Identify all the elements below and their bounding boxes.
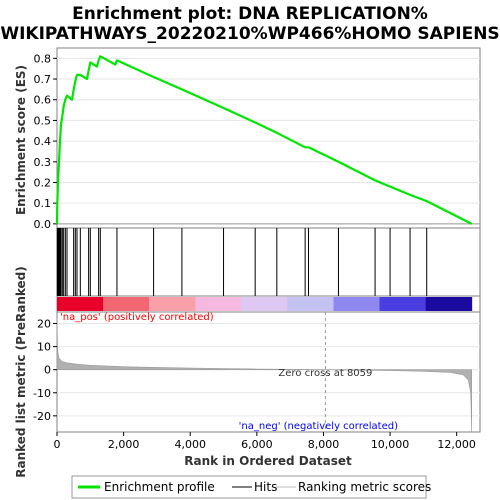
- hits-panel: [56, 227, 481, 297]
- x-tick-label: 6,000: [241, 438, 273, 451]
- metric-tick-label: -10: [33, 387, 51, 400]
- zero-cross-label: Zero cross at 8059: [278, 368, 372, 379]
- ranking-metric-area: [56, 318, 472, 433]
- x-tick-label: 12,000: [437, 438, 476, 451]
- es-tick-label: 0.4: [34, 135, 52, 148]
- es-tick-label: 0.0: [34, 218, 52, 231]
- gradient-segment: [149, 297, 196, 311]
- legend-hits-label: Hits: [254, 480, 277, 494]
- es-tick-label: 0.6: [34, 94, 52, 107]
- legend: Enrichment profile Hits Ranking metric s…: [71, 475, 431, 499]
- enrichment-profile-line: [55, 55, 473, 225]
- gradient-segment: [195, 297, 242, 311]
- gradient-segment: [425, 297, 473, 311]
- chart-title-line2: WIKIPATHWAYS_20220210%WP466%HOMO SAPIENS: [0, 24, 499, 44]
- x-tick-label: 0: [54, 438, 61, 451]
- x-tick-label: 8,000: [308, 438, 340, 451]
- es-tick-label: 0.1: [34, 197, 52, 210]
- metric-panel: [56, 311, 481, 433]
- x-tick-label: 10,000: [371, 438, 410, 451]
- metric-tick-label: 10: [37, 341, 51, 354]
- metric-y-axis-label: Ranked list metric (PreRanked): [14, 266, 28, 478]
- gradient-segment: [287, 297, 334, 311]
- metric-tick-label: 20: [37, 318, 51, 331]
- chart-title-line1: Enrichment plot: DNA REPLICATION%: [72, 4, 428, 24]
- gradient-segment: [57, 297, 104, 311]
- x-tick-label: 4,000: [174, 438, 206, 451]
- x-axis-label: Rank in Ordered Dataset: [184, 454, 352, 468]
- legend-metric-label: Ranking metric scores: [298, 480, 431, 494]
- metric-tick-label: 0: [44, 364, 51, 377]
- metric-tick-label: -20: [33, 410, 51, 423]
- legend-es-label: Enrichment profile: [104, 480, 215, 494]
- gradient-segment: [241, 297, 288, 311]
- pos-correlated-label: 'na_pos' (positively correlated): [60, 312, 214, 323]
- neg-correlated-label: 'na_neg' (negatively correlated): [239, 421, 398, 432]
- gradient-segment: [103, 297, 150, 311]
- es-tick-label: 0.2: [34, 176, 52, 189]
- es-tick-label: 0.3: [34, 156, 52, 169]
- x-tick-label: 2,000: [108, 438, 140, 451]
- gradient-segment: [333, 297, 381, 311]
- gradient-segment: [379, 297, 427, 311]
- es-tick-label: 0.8: [34, 52, 52, 65]
- es-tick-label: 0.5: [34, 114, 52, 127]
- es-panel: [56, 47, 481, 229]
- es-tick-label: 0.7: [34, 73, 52, 86]
- es-y-axis-label: Enrichment score (ES): [14, 65, 28, 215]
